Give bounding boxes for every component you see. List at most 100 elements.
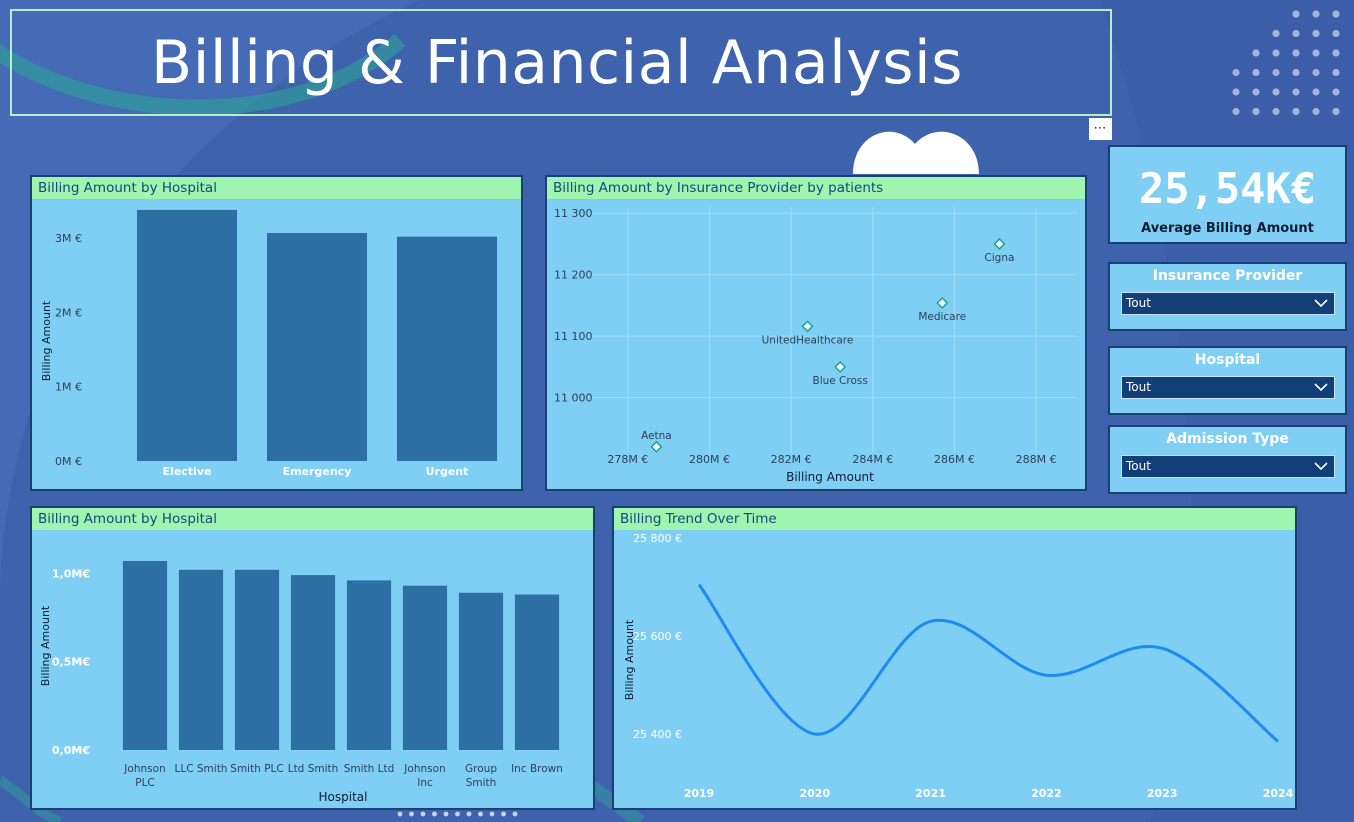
y-tick-label: 11 000 [554,392,593,405]
scatter-point [936,296,949,310]
chart-title: Billing Amount by Insurance Provider by … [547,177,1085,199]
slicer-admission-type: Admission Type Tout [1108,425,1347,494]
x-tick-label: 278M € [607,453,648,466]
scatter-chart-insurance: 278M € 280M € 282M € 284M € 286M € 288M € 11 0… [554,207,1077,484]
bar [178,569,224,750]
y-axis-label: Billing Amount [39,605,52,686]
x-tick-label: 286M € [934,453,975,466]
scatter-point [801,320,814,333]
y-tick-label: 0,0M€ [52,744,90,757]
y-tick-label: 3M € [55,232,82,245]
x-tick-label: 2020 [799,787,830,800]
bar [514,594,560,750]
x-tick-label: 2022 [1031,787,1062,800]
y-tick-label: 1M € [55,381,82,394]
x-tick-label: 2019 [684,787,715,800]
x-tick-label: 2023 [1147,787,1178,800]
x-tick-label: Smith [466,777,497,789]
insurance-provider-dropdown[interactable]: Tout [1121,292,1335,315]
slicer-insurance-provider: Insurance Provider Tout [1108,262,1347,331]
x-axis-label: Hospital [319,790,368,804]
x-tick-label: Ltd Smith [288,763,339,775]
x-tick-label: Smith Ltd [344,763,395,775]
x-tick-label: Smith PLC [230,763,283,775]
y-tick-label: 11 200 [554,269,593,282]
y-axis-label: Billing Amount [40,300,53,381]
x-tick-label: Johnson [123,763,165,775]
point-label: Aetna [641,430,672,442]
page-dots [397,811,518,817]
bar [290,575,336,750]
y-tick-label: 0M € [55,455,82,468]
bar [396,236,498,461]
x-tick-label: 2021 [915,787,946,800]
bar [266,232,368,461]
x-tick-label: 288M € [1016,453,1057,466]
y-tick-label: 0,5M€ [52,656,90,669]
x-tick-label: Urgent [426,465,469,478]
chart-title: Billing Trend Over Time [614,508,1295,530]
x-tick-label: 2024 [1263,787,1294,800]
bar [136,209,238,461]
slicer-title: Admission Type [1166,431,1289,447]
y-tick-label: 1,0M€ [52,567,90,580]
scatter-point [650,440,663,453]
bar-chart-hospital-panel: Billing Amount by Hospital 0,0M€ 0,5M€ 1,0… [30,506,595,810]
kpi-value: 25,54K€ [1138,164,1316,213]
kpi-card: 25,54K€ Average Billing Amount [1108,145,1347,244]
x-tick-label: 280M € [689,453,730,466]
x-tick-label: Inc Brown [511,763,563,775]
chevron-down-icon [1314,383,1328,392]
y-tick-label: 25 800 € [633,532,682,545]
bar [402,585,448,750]
x-tick-label: 282M € [771,453,812,466]
chevron-down-icon [1314,462,1328,471]
scatter-chart-insurance-panel: Billing Amount by Insurance Provider by … [545,175,1087,491]
y-tick-label: 25 600 € [633,630,682,643]
bar [346,580,392,750]
chart-title: Billing Amount by Hospital [32,508,593,530]
page-title: Billing & Financial Analysis [151,27,963,98]
kpi-label: Average Billing Amount [1141,221,1314,236]
y-axis-label: Billing Amount [623,619,636,700]
scatter-point [834,360,847,373]
x-tick-label: Johnson [403,763,445,775]
x-tick-label: Elective [163,465,212,478]
line-chart-trend-panel: Billing Trend Over Time 25 400 € 25 600 €… [612,506,1297,810]
x-tick-label: PLC [135,777,155,789]
point-label: Blue Cross [812,375,867,387]
dropdown-value: Tout [1126,296,1151,310]
bar-chart-hospital: 0,0M€ 0,5M€ 1,0M€ Billing Amount Hospital Joh… [39,560,563,804]
x-tick-label: LLC Smith [175,763,228,775]
trend-line [697,583,1279,743]
hospital-dropdown[interactable]: Tout [1121,376,1335,399]
more-options-button[interactable]: ⋯ [1089,118,1112,140]
dropdown-value: Tout [1126,459,1151,473]
chart-title: Billing Amount by Hospital [32,177,521,199]
y-tick-label: 11 100 [554,330,593,343]
x-axis-label: Billing Amount [786,470,874,484]
slicer-title: Hospital [1194,352,1261,368]
admission-type-dropdown[interactable]: Tout [1121,455,1335,478]
y-tick-label: 2M € [55,306,82,319]
title-banner: Billing & Financial Analysis [10,9,1112,116]
bar [122,560,168,750]
x-tick-label: Inc [417,777,433,789]
bar-chart-admission: 0M € 1M € 2M € 3M € Billing Amount Elective Em… [40,209,498,478]
bar-chart-admission-panel: Billing Amount by Hospital 0M € 1M € 2M € 3… [30,175,523,491]
x-tick-label: Emergency [283,465,352,478]
point-label: UnitedHealthcare [762,334,854,346]
slicer-title: Insurance Provider [1152,268,1303,284]
x-tick-label: 284M € [852,453,893,466]
point-label: Cigna [984,252,1014,264]
line-chart-trend: 25 400 € 25 600 € 25 800 € Billing Amount 20… [623,532,1294,800]
bar [458,592,504,750]
slicer-hospital: Hospital Tout [1108,346,1347,415]
bar [234,569,280,750]
y-tick-label: 25 400 € [633,728,682,741]
chevron-down-icon [1314,299,1328,308]
dropdown-value: Tout [1126,380,1151,394]
x-tick-label: Group [465,763,497,775]
point-label: Medicare [918,311,966,323]
y-tick-label: 11 300 [554,207,593,220]
